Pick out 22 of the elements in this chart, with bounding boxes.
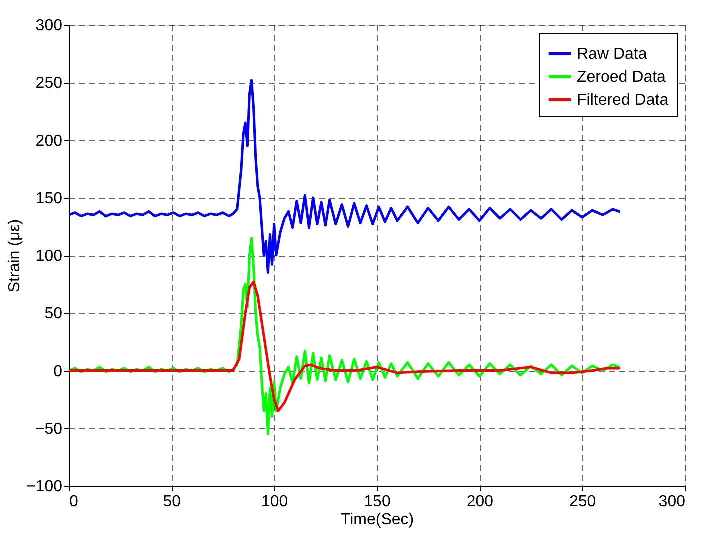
y-tick-label: −50 (35, 420, 63, 438)
y-tick-label: 200 (36, 132, 63, 150)
y-tick-label: 100 (36, 248, 63, 265)
x-tick-label: 100 (261, 494, 288, 510)
y-tick-label: 0 (54, 363, 63, 380)
line-series (69, 280, 621, 412)
y-tick-label: 300 (36, 18, 63, 34)
y-tick-label: −100 (26, 478, 63, 496)
x-tick-label: 300 (658, 494, 686, 510)
legend-label: Filtered Data (577, 92, 669, 109)
x-tick-label: 150 (364, 494, 391, 510)
x-tick-label: 50 (163, 494, 182, 510)
x-tick-label: 200 (466, 494, 494, 510)
y-tick-label: 250 (36, 75, 63, 92)
x-axis-title: Time(Sec) (340, 512, 414, 528)
x-tick-label: 250 (569, 494, 596, 510)
x-tick-label: 0 (70, 494, 78, 510)
y-tick-label: 50 (44, 306, 63, 323)
legend-label: Raw Data (577, 46, 648, 63)
y-tick-label: 150 (36, 190, 63, 208)
legend-label: Zeroed Data (577, 69, 666, 86)
y-axis-title: Strain (με) (6, 219, 24, 293)
